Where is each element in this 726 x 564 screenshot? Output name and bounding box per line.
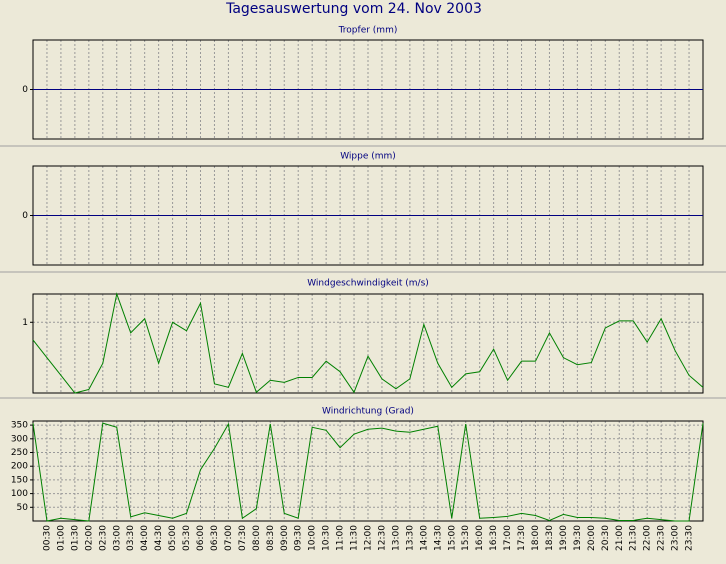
x-tick-label: 10:30 — [322, 525, 332, 551]
x-tick-label: 16:00 — [475, 525, 485, 551]
x-tick-label: 04:00 — [140, 525, 150, 551]
x-tick-label: 06:30 — [210, 525, 220, 551]
x-tick-label: 11:30 — [350, 525, 360, 551]
y-tick-label: 300 — [11, 434, 28, 444]
x-tick-label: 10:00 — [308, 525, 318, 551]
y-tick-label: 0 — [22, 85, 28, 95]
x-tick-label: 11:00 — [336, 525, 346, 551]
panel-title: Tropfer (mm) — [338, 26, 398, 36]
data-line — [32, 292, 704, 394]
y-tick-label: 100 — [11, 489, 28, 499]
x-tick-label: 03:30 — [126, 525, 136, 551]
x-tick-label: 17:00 — [503, 525, 513, 551]
x-tick-label: 22:30 — [657, 525, 667, 551]
x-tick-label: 08:30 — [266, 525, 276, 551]
x-tick-label: 12:30 — [377, 525, 387, 551]
x-tick-label: 02:00 — [84, 525, 94, 551]
plot-frame — [32, 420, 704, 522]
panel-title: Windrichtung (Grad) — [322, 407, 414, 417]
x-tick-label: 01:30 — [70, 525, 80, 551]
y-tick-label: 150 — [11, 475, 28, 485]
x-tick-label: 15:00 — [447, 525, 457, 551]
x-tick-label: 08:00 — [252, 525, 262, 551]
y-tick-label: 200 — [11, 462, 28, 472]
x-tick-label: 07:00 — [224, 525, 234, 551]
x-tick-label: 14:30 — [433, 525, 443, 551]
x-tick-label: 13:30 — [405, 525, 415, 551]
x-tick-label: 09:00 — [280, 525, 290, 551]
x-tick-label: 05:00 — [168, 525, 178, 551]
x-tick-label: 09:30 — [294, 525, 304, 551]
y-tick-label: 1 — [22, 318, 28, 328]
x-tick-label: 21:30 — [629, 525, 639, 551]
x-tick-label: 13:00 — [391, 525, 401, 551]
x-tick-label: 05:30 — [182, 525, 192, 551]
x-tick-label: 20:00 — [587, 525, 597, 551]
x-tick-label: 22:00 — [643, 525, 653, 551]
x-tick-label: 04:30 — [154, 525, 164, 551]
x-tick-label: 06:00 — [196, 525, 206, 551]
x-tick-label: 14:00 — [419, 525, 429, 551]
x-tick-label: 19:30 — [573, 525, 583, 551]
x-tick-label: 15:30 — [461, 525, 471, 551]
x-tick-label: 19:00 — [559, 525, 569, 551]
x-tick-label: 17:30 — [517, 525, 527, 551]
plot-frame — [32, 293, 704, 394]
panel-title: Windgeschwindigkeit (m/s) — [307, 279, 429, 289]
x-tick-label: 23:30 — [685, 525, 695, 551]
y-tick-label: 250 — [11, 448, 28, 458]
data-line — [32, 422, 704, 522]
x-tick-label: 07:30 — [238, 525, 248, 551]
y-tick-label: 350 — [11, 421, 28, 431]
x-tick-label: 12:00 — [364, 525, 374, 551]
x-tick-label: 16:30 — [489, 525, 499, 551]
x-tick-label: 18:00 — [531, 525, 541, 551]
x-tick-label: 03:00 — [112, 525, 122, 551]
panel-title: Wippe (mm) — [340, 152, 396, 162]
page-title: Tagesauswertung vom 24. Nov 2003 — [225, 1, 482, 17]
x-tick-label: 23:00 — [671, 525, 681, 551]
y-tick-label: 0 — [22, 211, 28, 221]
x-tick-label: 18:30 — [545, 525, 555, 551]
x-tick-label: 01:00 — [56, 525, 66, 551]
x-tick-label: 21:00 — [615, 525, 625, 551]
x-tick-label: 02:30 — [98, 525, 108, 551]
x-tick-label: 00:30 — [42, 525, 52, 551]
x-tick-label: 20:30 — [601, 525, 611, 551]
y-tick-label: 50 — [17, 503, 29, 513]
